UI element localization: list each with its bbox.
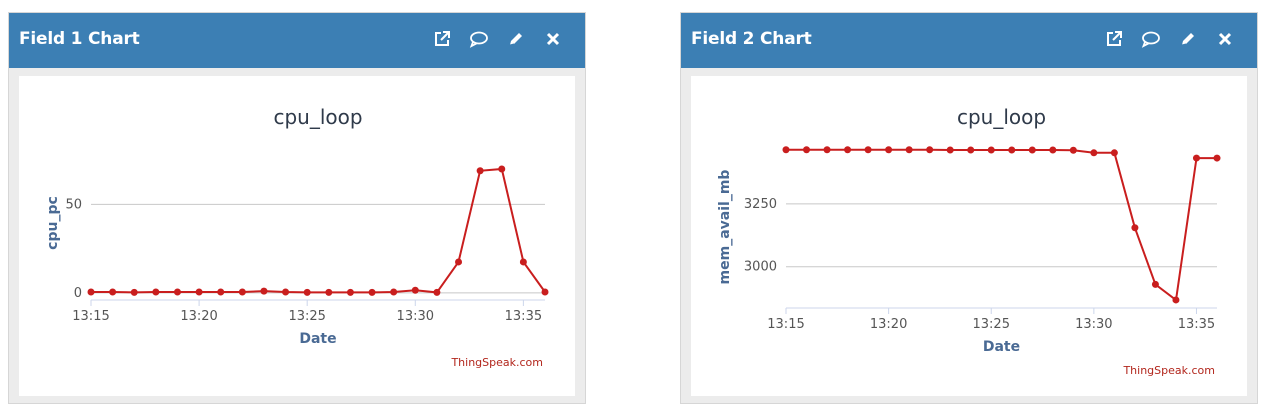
- data-point[interactable]: [987, 146, 995, 154]
- x-tick-label: 13:15: [767, 317, 804, 332]
- data-point[interactable]: [1069, 146, 1077, 154]
- chart-title: cpu_loop: [957, 105, 1046, 129]
- x-tick-label: 13:25: [973, 317, 1010, 332]
- data-point[interactable]: [1090, 149, 1098, 157]
- y-tick-label: 50: [65, 197, 82, 212]
- x-tick-label: 13:25: [288, 309, 325, 324]
- data-point[interactable]: [1028, 146, 1036, 154]
- data-point[interactable]: [1049, 146, 1057, 154]
- data-point[interactable]: [541, 288, 549, 296]
- field-2-chart-panel: Field 2 Chart: [680, 12, 1258, 404]
- panel-header: Field 2 Chart: [681, 13, 1257, 68]
- y-tick-label: 0: [74, 286, 82, 301]
- external-link-icon: [433, 30, 451, 48]
- panel-title: Field 2 Chart: [691, 29, 812, 49]
- close-button[interactable]: [541, 27, 565, 51]
- data-point[interactable]: [173, 288, 181, 296]
- data-point[interactable]: [390, 288, 398, 296]
- pencil-icon: [507, 30, 525, 48]
- external-link-icon: [1105, 30, 1123, 48]
- chart-title: cpu_loop: [273, 105, 362, 129]
- data-point[interactable]: [885, 146, 893, 154]
- data-point[interactable]: [967, 146, 975, 154]
- comment-button[interactable]: [1139, 27, 1163, 51]
- x-tick-label: 13:30: [397, 309, 434, 324]
- thingspeak-credit[interactable]: ThingSpeak.com: [450, 356, 543, 369]
- data-point[interactable]: [303, 288, 311, 296]
- data-point[interactable]: [217, 288, 225, 296]
- data-point[interactable]: [823, 146, 831, 154]
- data-point[interactable]: [87, 288, 95, 296]
- panel-actions: [430, 27, 565, 51]
- x-tick-label: 13:20: [870, 317, 907, 332]
- comment-icon: [1141, 30, 1161, 48]
- data-point[interactable]: [1151, 280, 1159, 288]
- data-point[interactable]: [195, 288, 203, 296]
- data-point[interactable]: [1008, 146, 1016, 154]
- y-tick-label: 3250: [744, 197, 777, 212]
- chart-svg: cpu_loop 0 50 13:15 13:20 13:25 13:30 13:35 Date…: [45, 105, 549, 369]
- thingspeak-credit[interactable]: ThingSpeak.com: [1122, 364, 1215, 377]
- data-point[interactable]: [1213, 154, 1221, 162]
- series-line: [91, 167, 546, 294]
- data-point[interactable]: [433, 288, 441, 296]
- data-point[interactable]: [368, 288, 376, 296]
- close-icon: [545, 31, 561, 47]
- x-axis-label: Date: [983, 339, 1020, 355]
- x-tick-label: 13:20: [180, 309, 217, 324]
- pencil-icon: [1179, 30, 1197, 48]
- chart-area: cpu_loop 0 50 13:15 13:20 13:25 13:30 13:35 Date…: [19, 76, 575, 396]
- data-point[interactable]: [844, 146, 852, 154]
- data-point[interactable]: [411, 286, 419, 294]
- data-point[interactable]: [519, 258, 527, 266]
- data-point[interactable]: [476, 167, 484, 175]
- data-point[interactable]: [803, 146, 811, 154]
- data-point[interactable]: [260, 287, 268, 295]
- y-tick-label: 3000: [744, 260, 777, 275]
- data-point[interactable]: [782, 146, 790, 154]
- data-point[interactable]: [455, 258, 463, 266]
- edit-button[interactable]: [504, 27, 528, 51]
- data-point[interactable]: [238, 288, 246, 296]
- data-point[interactable]: [1172, 296, 1180, 304]
- close-icon: [1217, 31, 1233, 47]
- edit-button[interactable]: [1176, 27, 1200, 51]
- data-point[interactable]: [946, 146, 954, 154]
- close-button[interactable]: [1213, 27, 1237, 51]
- comment-icon: [469, 30, 489, 48]
- open-window-button[interactable]: [430, 27, 454, 51]
- data-point[interactable]: [1110, 149, 1118, 157]
- panel-actions: [1102, 27, 1237, 51]
- data-point[interactable]: [130, 288, 138, 296]
- comment-button[interactable]: [467, 27, 491, 51]
- x-tick-label: 13:35: [1178, 317, 1215, 332]
- data-point[interactable]: [905, 146, 913, 154]
- x-tick-label: 13:35: [505, 309, 542, 324]
- open-window-button[interactable]: [1102, 27, 1126, 51]
- y-axis-label: mem_avail_mb: [717, 170, 733, 285]
- chart-svg: cpu_loop 3000 3250 13:15 13:20 13:25 13:30 13:3…: [717, 105, 1221, 377]
- chart-area: cpu_loop 3000 3250 13:15 13:20 13:25 13:30 13:3…: [691, 76, 1247, 396]
- panel-title: Field 1 Chart: [19, 29, 140, 49]
- data-point[interactable]: [926, 146, 934, 154]
- data-point[interactable]: [498, 165, 506, 173]
- data-point[interactable]: [109, 288, 117, 296]
- field-1-chart-panel: Field 1 Chart: [8, 12, 586, 404]
- data-point[interactable]: [152, 288, 160, 296]
- x-axis-label: Date: [299, 331, 336, 347]
- series-line: [786, 148, 1217, 302]
- y-axis-label: cpu_pc: [45, 196, 61, 250]
- data-point[interactable]: [325, 288, 333, 296]
- x-tick-label: 13:30: [1075, 317, 1112, 332]
- data-point[interactable]: [1131, 224, 1139, 232]
- data-point[interactable]: [346, 288, 354, 296]
- x-tick-label: 13:15: [72, 309, 109, 324]
- data-point[interactable]: [864, 146, 872, 154]
- data-point[interactable]: [282, 288, 290, 296]
- data-point[interactable]: [1192, 154, 1200, 162]
- panel-header: Field 1 Chart: [9, 13, 585, 68]
